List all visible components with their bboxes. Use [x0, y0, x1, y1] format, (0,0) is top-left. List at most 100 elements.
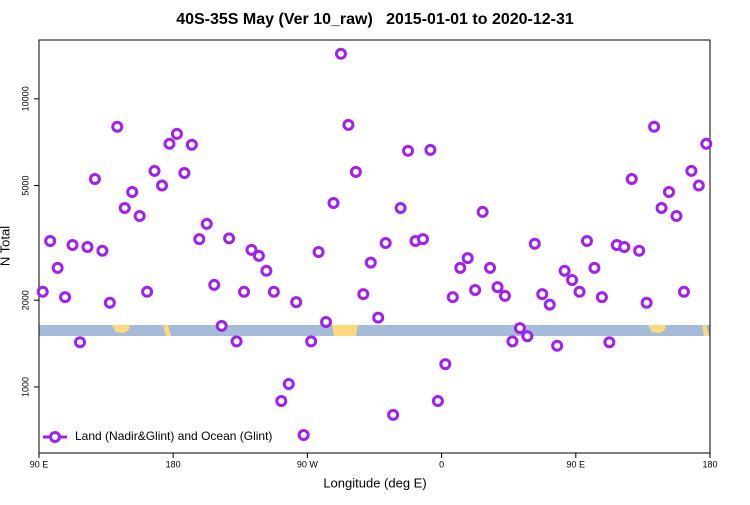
data-point	[245, 243, 258, 256]
data-point	[439, 358, 452, 371]
y-axis-label: N Total	[0, 226, 12, 266]
data-point	[342, 118, 355, 131]
data-point	[588, 261, 601, 274]
plot-frame	[38, 39, 711, 454]
data-point	[163, 137, 176, 150]
y-tick-label: 2000	[20, 290, 30, 310]
data-point	[334, 47, 347, 60]
data-point	[625, 172, 638, 185]
data-point	[469, 284, 482, 297]
data-point	[44, 235, 57, 248]
data-point	[282, 378, 295, 391]
legend-label: Land (Nadir&Glint) and Ocean (Glint)	[75, 429, 272, 443]
data-point	[662, 185, 675, 198]
data-point	[454, 261, 467, 274]
data-point	[551, 339, 564, 352]
data-point	[566, 274, 579, 287]
data-point	[431, 394, 444, 407]
legend-marker	[49, 431, 61, 443]
data-point	[558, 264, 571, 277]
data-point	[126, 185, 139, 198]
data-point	[461, 252, 474, 265]
data-point	[416, 233, 429, 246]
data-point	[267, 285, 280, 298]
data-point	[66, 238, 79, 251]
chart-title: 40S-35S May (Ver 10_raw) 2015-01-01 to 2…	[176, 11, 574, 28]
data-point	[178, 166, 191, 179]
data-point	[528, 237, 541, 250]
data-point	[372, 311, 385, 324]
data-point	[275, 394, 288, 407]
data-point	[633, 244, 646, 257]
land-mask	[39, 325, 710, 336]
x-tick-label: 90 W	[297, 459, 319, 469]
land-blob	[332, 325, 358, 336]
x-tick-label: 180	[702, 459, 717, 469]
data-point	[260, 264, 273, 277]
data-point	[312, 246, 325, 259]
data-point	[88, 172, 101, 185]
data-point	[297, 429, 310, 442]
data-point	[230, 335, 243, 348]
data-point	[349, 165, 362, 178]
data-point	[156, 179, 169, 192]
land-blob	[112, 325, 130, 333]
data-point	[521, 330, 534, 343]
data-point	[670, 210, 683, 223]
data-point	[327, 196, 340, 209]
data-point	[185, 138, 198, 151]
data-point	[446, 291, 459, 304]
data-point	[141, 285, 154, 298]
data-point	[580, 235, 593, 248]
data-point	[491, 281, 504, 294]
data-point	[655, 201, 668, 214]
data-point	[364, 256, 377, 269]
data-point	[402, 144, 415, 157]
data-point	[543, 298, 556, 311]
data-point	[379, 236, 392, 249]
data-point	[603, 336, 616, 349]
x-tick-label: 180	[166, 459, 181, 469]
y-tick-label: 5000	[20, 176, 30, 196]
data-point	[513, 322, 526, 335]
mask-band	[39, 325, 710, 336]
data-point	[81, 241, 94, 254]
data-point	[223, 232, 236, 245]
data-point	[51, 261, 64, 274]
y-tick-label: 10000	[20, 86, 30, 111]
data-point	[208, 278, 221, 291]
data-point	[290, 296, 303, 309]
x-tick-label: 0	[439, 459, 444, 469]
data-point	[618, 241, 631, 254]
data-point	[387, 408, 400, 421]
data-point	[305, 335, 318, 348]
x-tick-label: 90 E	[30, 459, 49, 469]
data-point	[476, 205, 489, 218]
data-point	[118, 201, 131, 214]
x-tick-label: 90 E	[567, 459, 586, 469]
data-point	[685, 164, 698, 177]
data-point	[394, 201, 407, 214]
data-point	[573, 285, 586, 298]
data-point	[170, 127, 183, 140]
data-point	[648, 120, 661, 133]
data-point	[677, 285, 690, 298]
data-point	[536, 288, 549, 301]
data-point	[133, 210, 146, 223]
data-point	[692, 179, 705, 192]
land-blob	[163, 325, 171, 336]
data-point	[700, 137, 713, 150]
y-tick-label: 1000	[20, 377, 30, 397]
data-point	[36, 285, 49, 298]
x-axis-label: Longitude (deg E)	[323, 475, 426, 490]
data-point	[200, 217, 213, 230]
data-point	[193, 233, 206, 246]
data-point	[424, 143, 437, 156]
data-point	[640, 296, 653, 309]
data-point	[252, 249, 265, 262]
data-point	[59, 291, 72, 304]
data-point	[506, 335, 519, 348]
land-blob	[648, 325, 666, 333]
data-point	[320, 316, 333, 329]
data-point	[74, 336, 87, 349]
